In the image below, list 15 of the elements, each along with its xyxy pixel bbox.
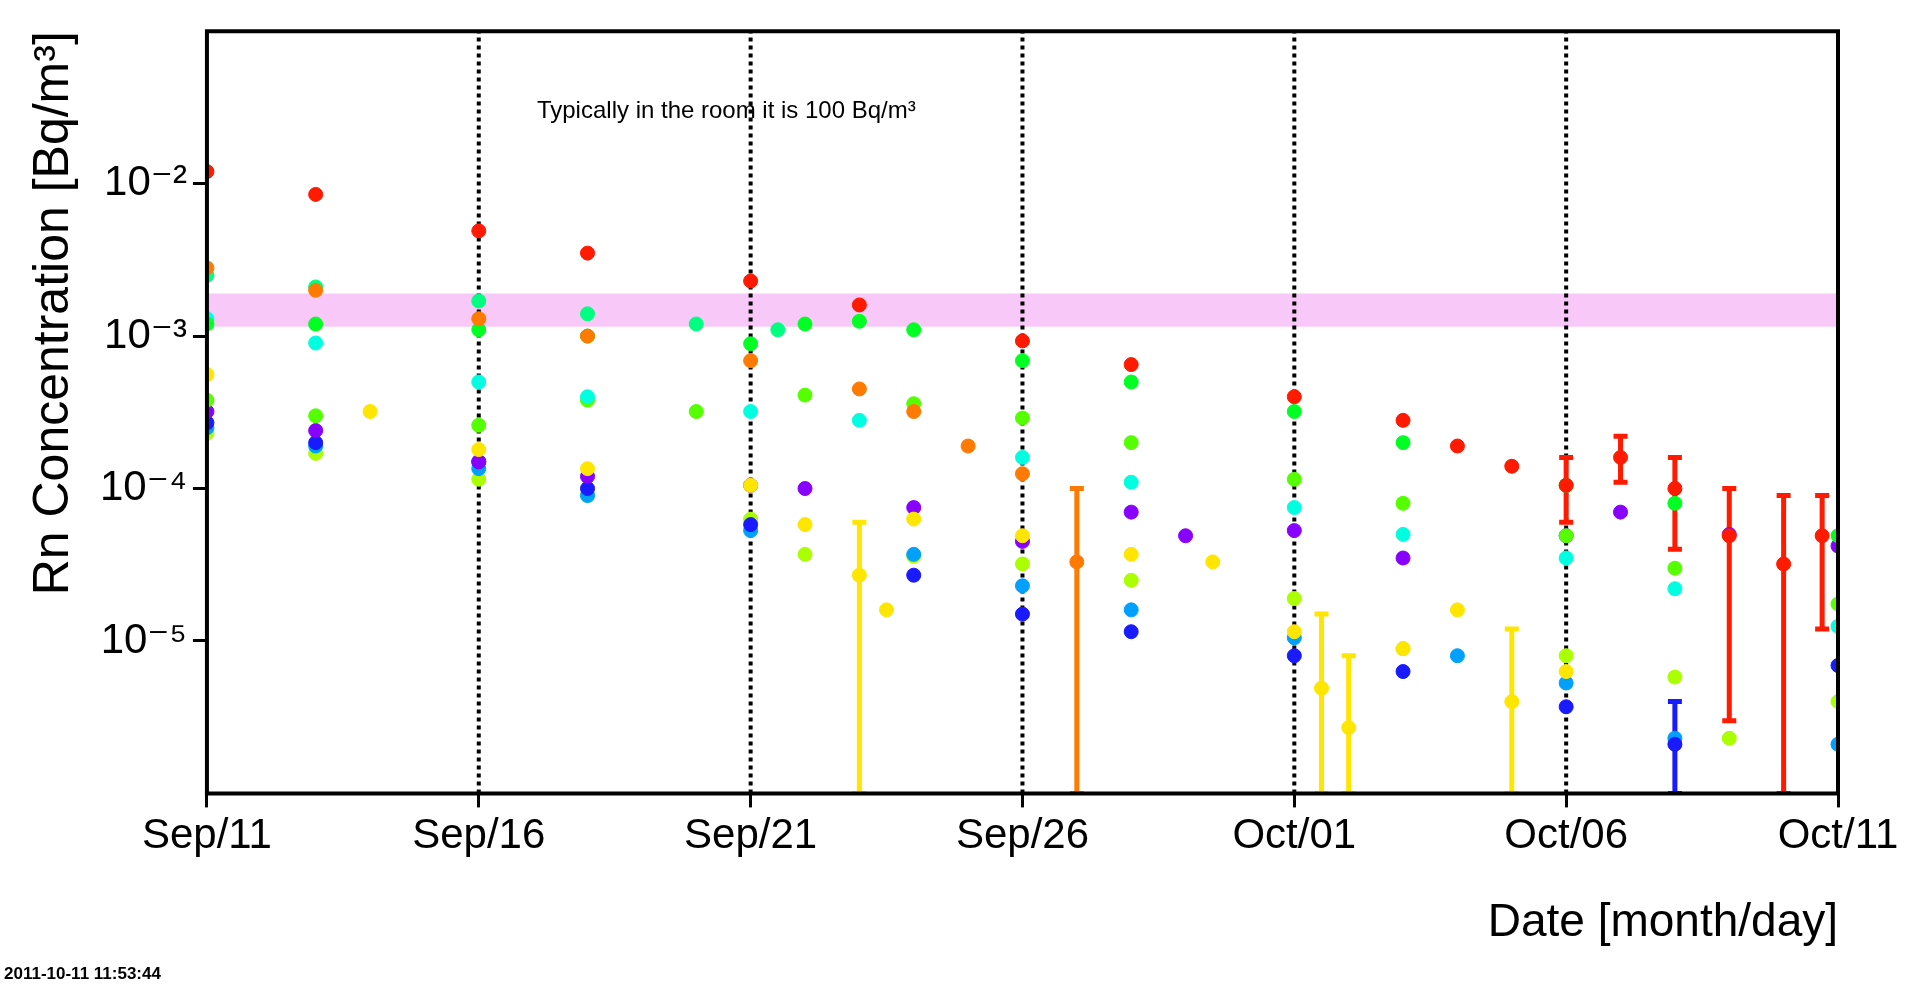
x-tick-label: Sep/16	[412, 810, 546, 858]
x-tick-label: Sep/26	[955, 810, 1090, 858]
x-tick-label: Oct/11	[1777, 810, 1899, 858]
y-tick-label: 10⁻³	[104, 309, 187, 357]
y-tick-label: 10⁻²	[104, 157, 187, 205]
annotation: Typically in the room it is 100 Bq/m³	[536, 95, 916, 123]
x-axis-title: Date [month/day]	[1487, 894, 1838, 947]
y-tick-label: 10⁻⁴	[100, 462, 187, 510]
x-tick-label: Oct/06	[1504, 810, 1629, 858]
text: 2011-10-11 11:53:44	[4, 964, 162, 984]
x-tick-label: Sep/11	[141, 810, 272, 858]
y-axis-title: Rn Concentration [Bq/m³]	[22, 31, 79, 596]
x-tick-label: Sep/21	[684, 810, 818, 858]
x-tick-label: Oct/01	[1232, 810, 1357, 858]
y-tick-label: 10⁻⁵	[100, 614, 187, 662]
